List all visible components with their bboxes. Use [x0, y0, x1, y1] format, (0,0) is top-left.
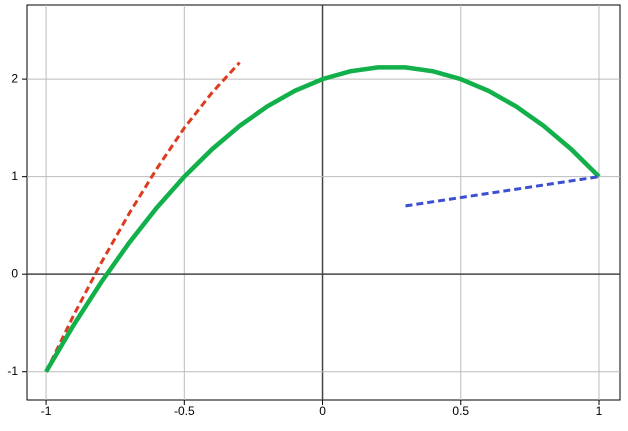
x-tick-label: -0.5 — [174, 404, 195, 418]
x-tick-label: 1 — [596, 404, 603, 418]
y-tick-label: 2 — [11, 71, 18, 85]
line-series — [44, 65, 601, 373]
x-tick-label: 0 — [319, 404, 326, 418]
y-tick-label: 1 — [11, 169, 18, 183]
x-tick-label: -1 — [41, 404, 52, 418]
x-tick-label: 0.5 — [452, 404, 469, 418]
y-tick-label: -1 — [7, 364, 18, 378]
y-tick-label: 0 — [11, 266, 18, 280]
line-series — [44, 61, 241, 373]
plot-area — [26, 4, 621, 401]
